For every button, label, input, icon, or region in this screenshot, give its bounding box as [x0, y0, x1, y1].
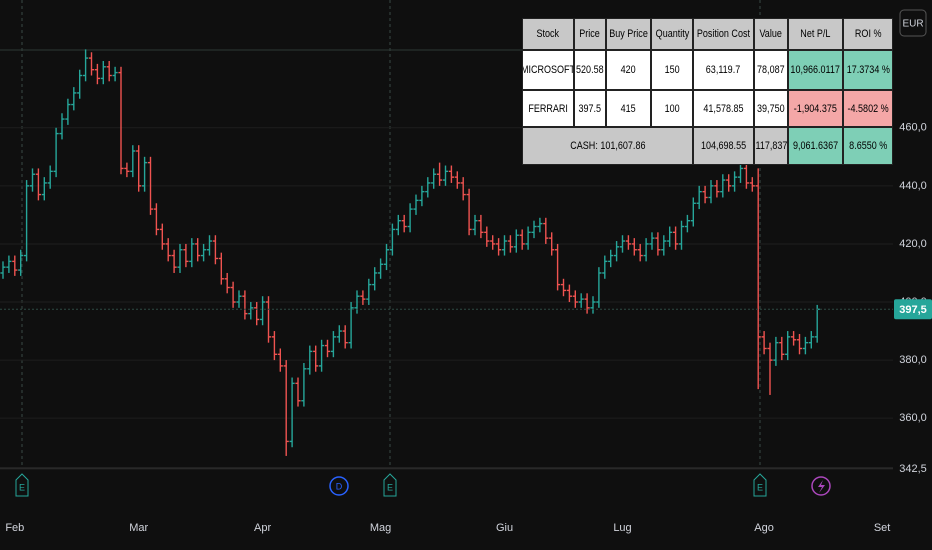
- table-cell: 39,750: [754, 90, 788, 127]
- cell-text: Stock: [536, 28, 560, 40]
- last-price-tag: [894, 299, 932, 320]
- table-cell: Net P/L: [788, 18, 843, 50]
- table-cell: 150: [651, 50, 693, 90]
- y-tick-label: 460,0: [899, 122, 927, 134]
- x-tick-label: Mar: [129, 522, 148, 534]
- cell-text: 39,750: [757, 102, 785, 115]
- lightning: [818, 480, 825, 493]
- table-cell: 41,578.85: [693, 90, 754, 127]
- x-tick-label: Giu: [496, 522, 513, 534]
- x-tick-label: Apr: [254, 522, 271, 534]
- cell-text: 78,087: [757, 64, 785, 76]
- cell-text: ROI %: [854, 28, 882, 40]
- y-tick-label: 380,0: [899, 354, 927, 366]
- cell-text: 415: [620, 102, 637, 115]
- table-cell: Position Cost: [693, 18, 754, 50]
- table-cell: -1,904.375: [788, 90, 843, 127]
- table-cell: Price: [574, 18, 606, 50]
- table-cell: ROI %: [843, 18, 893, 50]
- split-icon: [811, 476, 831, 496]
- cell-text: -4.5802 %: [847, 102, 889, 115]
- event-icons: E D E E: [15, 473, 831, 497]
- table-cell: CASH: 101,607.86: [522, 127, 693, 165]
- cell-text: 17.3734 %: [846, 64, 890, 76]
- earnings-icon: [753, 473, 767, 497]
- currency-button[interactable]: [899, 9, 927, 37]
- y-tick-label: 440,0: [899, 180, 927, 192]
- cell-text: 63,119.7: [706, 64, 741, 76]
- table-cell: Stock: [522, 18, 574, 50]
- table-cell: FERRARI: [522, 90, 574, 127]
- cell-text: 100: [664, 102, 680, 115]
- x-tick-label: Ago: [754, 522, 774, 534]
- cell-text: 397.5: [578, 102, 602, 115]
- cell-text: 117,837: [755, 140, 787, 152]
- cell-text: MICROSOFT: [522, 64, 574, 76]
- table-cell: 9,061.6367: [788, 127, 843, 165]
- y-tick-label: 342,5: [899, 463, 927, 475]
- dividend-icon: [329, 476, 349, 496]
- table-cell: 415: [606, 90, 651, 127]
- cell-text: 9,061.6367: [792, 140, 839, 152]
- cell-text: -1,904.375: [793, 102, 838, 115]
- y-tick-label: 360,0: [899, 412, 927, 424]
- table-cell: -4.5802 %: [843, 90, 893, 127]
- cell-text: Buy Price: [609, 28, 648, 40]
- event-label: E: [387, 482, 393, 492]
- table-cell: 63,119.7: [693, 50, 754, 90]
- table-cell: 8.6550 %: [843, 127, 893, 165]
- cell-text: Price: [579, 28, 601, 40]
- table-cell: 100: [651, 90, 693, 127]
- event-label: E: [757, 482, 763, 492]
- cell-text: FERRARI: [528, 102, 568, 115]
- table-cell: 117,837: [754, 127, 788, 165]
- y-tick-label: 420,0: [899, 238, 927, 250]
- cell-text: Position Cost: [696, 28, 751, 40]
- table-cell: 78,087: [754, 50, 788, 90]
- x-tick-label: Feb: [5, 522, 24, 534]
- table-cell: Quantity: [651, 18, 693, 50]
- cell-text: Value: [759, 28, 783, 40]
- cell-text: Net P/L: [800, 28, 831, 40]
- cell-text: CASH: 101,607.86: [569, 140, 646, 152]
- currency[interactable]: EUR: [902, 19, 923, 30]
- table-cell: MICROSOFT: [522, 50, 574, 90]
- cell-text: 104,698.55: [700, 140, 747, 152]
- cell-text: Quantity: [655, 28, 689, 40]
- cell-text: 41,578.85: [703, 102, 744, 115]
- cell-text: 10,966.0117: [790, 64, 841, 76]
- table-cell: 420: [606, 50, 651, 90]
- x-tick-label: Set: [874, 522, 891, 534]
- x-tick-label: Lug: [613, 522, 631, 534]
- table-cell: 10,966.0117: [788, 50, 843, 90]
- table-cell: Value: [754, 18, 788, 50]
- table-cell: 17.3734 %: [843, 50, 893, 90]
- table-cell: Buy Price: [606, 18, 651, 50]
- earnings-icon: [15, 473, 29, 497]
- cell-text: 520.58: [576, 64, 604, 76]
- cell-text: 420: [620, 64, 637, 76]
- cell-text: 8.6550 %: [848, 140, 888, 152]
- table-cell: 520.58: [574, 50, 606, 90]
- last-price-label: 397,5: [899, 304, 927, 316]
- table-cell: 104,698.55: [693, 127, 754, 165]
- event-label: E: [19, 482, 25, 492]
- event-label: D: [336, 481, 343, 491]
- table-cell: 397.5: [574, 90, 606, 127]
- earnings-icon: [383, 473, 397, 497]
- cell-text: 150: [664, 64, 680, 76]
- x-tick-label: Mag: [370, 522, 391, 534]
